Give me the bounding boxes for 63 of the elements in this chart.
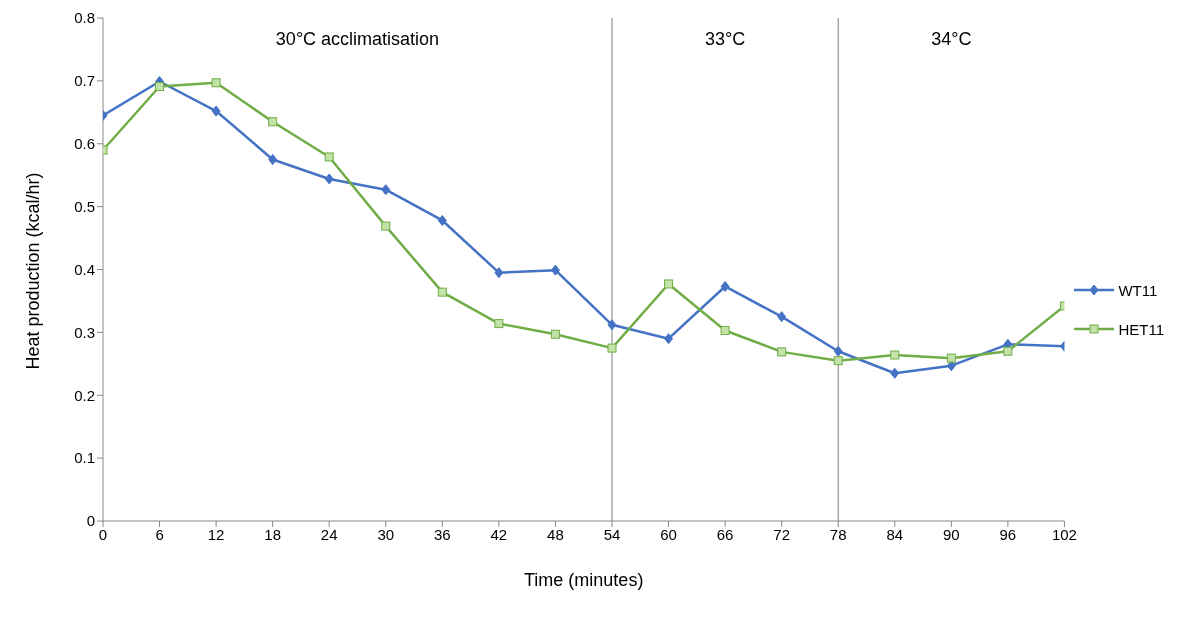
x-tick-label: 102: [1051, 525, 1077, 543]
y-tick-label: 0.1: [74, 449, 95, 467]
point: [890, 350, 900, 360]
point: [381, 221, 391, 231]
point: [777, 347, 787, 357]
x-tick-label: 24: [320, 525, 338, 543]
point: [890, 367, 900, 379]
point: [211, 105, 221, 117]
point: [664, 333, 674, 345]
point: [437, 214, 447, 226]
y-tick-label: 0.8: [74, 9, 95, 27]
x-tick-label: 66: [716, 525, 734, 543]
x-tick-label: 42: [490, 525, 508, 543]
legend-label: WT11: [1118, 281, 1158, 299]
x-tick-label: 6: [155, 525, 164, 543]
point: [720, 325, 730, 335]
annotation: 34°C: [931, 28, 972, 49]
x-tick-label: 60: [660, 525, 677, 543]
x-tick-label: 54: [603, 525, 621, 543]
x-tick-label: 90: [942, 525, 960, 543]
y-tick-label: 0.7: [74, 72, 95, 90]
y-tick-label: 0.3: [74, 323, 95, 341]
x-tick-label: 72: [773, 525, 790, 543]
point: [155, 82, 165, 92]
point: [607, 343, 617, 353]
x-tick-label: 0: [98, 525, 108, 543]
x-tick-label: 96: [999, 525, 1017, 543]
point: [268, 117, 278, 127]
x-axis-title: Time (minutes): [524, 570, 644, 590]
point: [324, 152, 334, 162]
y-tick-label: 0.4: [74, 260, 95, 278]
point: [833, 345, 843, 357]
y-axis-title: Heat production (kcal/hr): [23, 172, 44, 370]
point: [550, 264, 560, 276]
point: [664, 279, 674, 289]
point: [833, 356, 843, 366]
point: [211, 78, 221, 88]
point: [494, 319, 504, 329]
y-tick-label: 0.6: [74, 135, 95, 153]
point: [381, 184, 391, 196]
x-tick-label: 12: [207, 525, 225, 543]
x-tick-label: 30: [377, 525, 395, 543]
point: [550, 329, 560, 339]
point: [607, 319, 617, 331]
annotation: 33°C: [704, 28, 746, 49]
y-tick-label: 0.5: [74, 197, 95, 215]
y-tick-label: 0: [86, 512, 95, 530]
x-tick-label: 84: [886, 525, 904, 543]
point: [1003, 346, 1013, 356]
legend-label: HET11: [1118, 320, 1164, 338]
x-tick-label: 36: [433, 525, 451, 543]
annotation: 30°C acclimatisation: [275, 28, 440, 49]
point: [437, 287, 447, 297]
point: [777, 311, 787, 323]
x-tick-label: 48: [547, 525, 564, 543]
x-tick-label: 78: [829, 525, 847, 543]
x-tick-label: 18: [264, 525, 282, 543]
point: [268, 153, 278, 165]
y-tick-label: 0.2: [74, 386, 95, 404]
point: [494, 267, 504, 279]
point: [324, 173, 334, 185]
point: [946, 353, 956, 363]
point: [720, 280, 730, 292]
